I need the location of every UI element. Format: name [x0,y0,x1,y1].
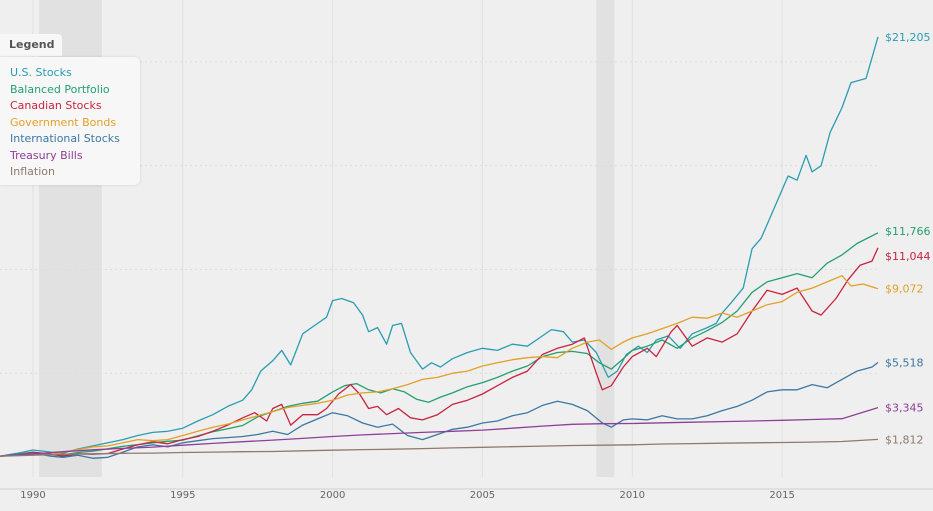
legend-title: Legend [0,34,62,56]
recession-band-1 [596,0,615,477]
series-line-international-stocks [0,361,879,459]
x-tick-label-1990: 1990 [20,490,45,501]
legend-item-treasury-bills[interactable]: Treasury Bills [10,148,83,162]
x-tick-label-2015: 2015 [769,490,794,501]
end-label-inflation: $1,812 [885,433,924,446]
x-tick-label-1995: 1995 [170,490,195,501]
end-label-canadian-stocks: $11,044 [885,250,931,263]
legend-item-canadian-stocks[interactable]: Canadian Stocks [10,99,102,112]
series-line-canadian-stocks [0,247,879,457]
legend-item-balanced-portfolio[interactable]: Balanced Portfolio [10,82,110,96]
x-tick-label-2000: 2000 [320,490,345,501]
end-label-balanced-portfolio: $11,766 [885,225,931,238]
legend-item-government-bonds[interactable]: Government Bonds [10,115,117,129]
end-label-international-stocks: $5,518 [885,356,924,369]
series-line-inflation [0,438,879,457]
end-label-u.s.-stocks: $21,205 [885,31,931,44]
x-tick-label-2010: 2010 [620,490,645,501]
series-line-government-bonds [0,275,879,457]
x-tick-label-2005: 2005 [470,490,495,501]
legend-item-international-stocks[interactable]: International Stocks [10,132,120,145]
series-line-u.s.-stocks [0,36,879,457]
series-line-treasury-bills [0,406,879,457]
legend: U.S. Stocks Balanced Portfolio Canadian St… [0,57,140,185]
series-line-balanced-portfolio [0,232,879,457]
legend-item-inflation[interactable]: Inflation [10,165,55,178]
end-label-treasury-bills: $3,345 [885,402,924,415]
legend-item-u.s.-stocks[interactable]: U.S. Stocks [10,66,72,79]
end-label-government-bonds: $9,072 [885,283,924,296]
